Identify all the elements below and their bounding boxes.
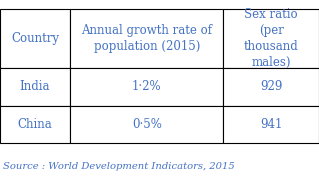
Text: Country: Country bbox=[11, 32, 59, 45]
Bar bbox=[223, 68, 319, 106]
Bar bbox=[0, 106, 70, 143]
Text: Sex ratio
(per
thousand
males): Sex ratio (per thousand males) bbox=[244, 8, 299, 69]
Text: Source : World Development Indicators, 2015: Source : World Development Indicators, 2… bbox=[3, 162, 235, 171]
Text: 0·5%: 0·5% bbox=[132, 118, 162, 131]
Bar bbox=[0, 68, 70, 106]
Bar bbox=[70, 68, 223, 106]
Text: 929: 929 bbox=[260, 80, 282, 93]
Text: Annual growth rate of
population (2015): Annual growth rate of population (2015) bbox=[81, 24, 212, 53]
Text: 1·2%: 1·2% bbox=[132, 80, 161, 93]
Bar bbox=[70, 106, 223, 143]
Bar bbox=[223, 9, 319, 68]
Text: China: China bbox=[18, 118, 52, 131]
Text: India: India bbox=[20, 80, 50, 93]
Text: 941: 941 bbox=[260, 118, 282, 131]
Bar bbox=[70, 9, 223, 68]
Bar bbox=[0, 9, 70, 68]
Bar bbox=[223, 106, 319, 143]
